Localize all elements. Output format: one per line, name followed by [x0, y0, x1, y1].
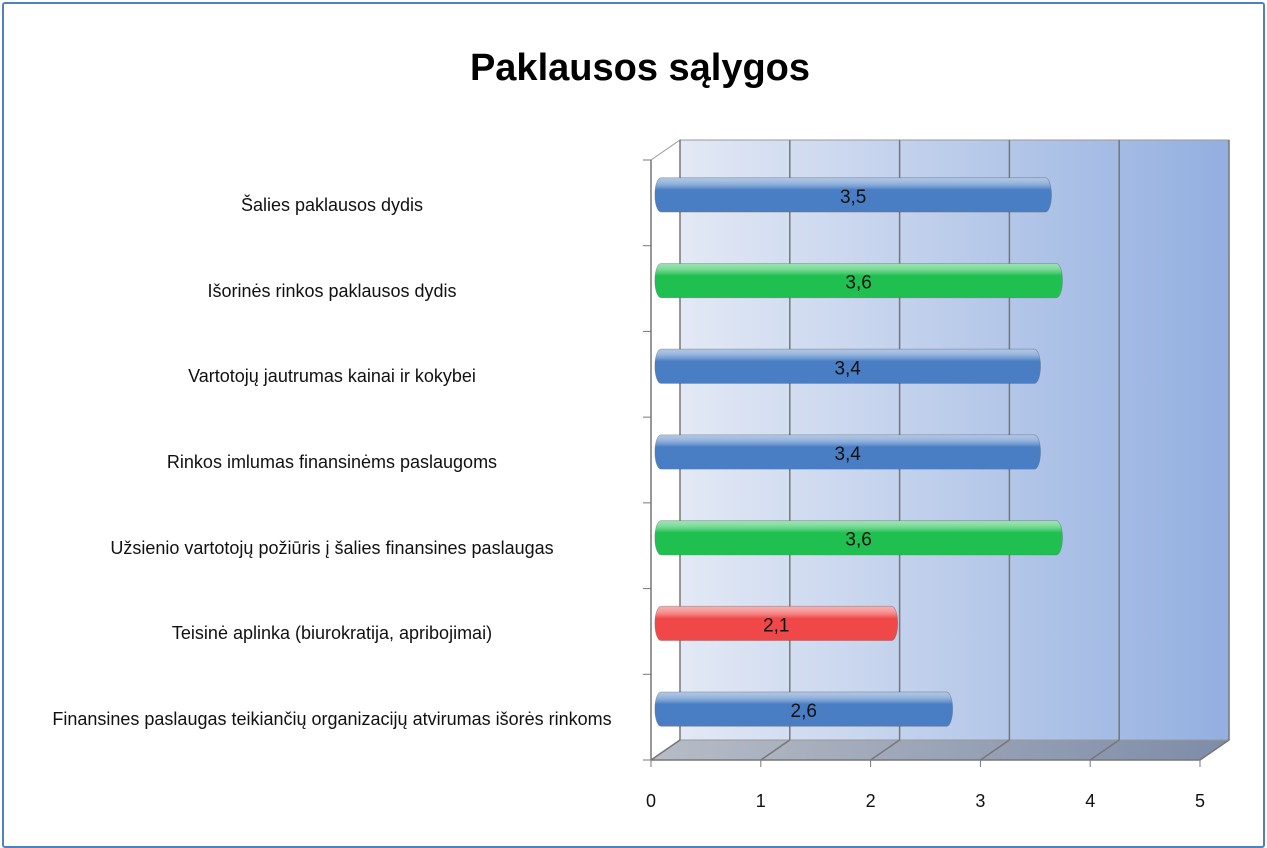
- y-tick-label: Finansines paslaugas teikiančių organiza…: [52, 709, 612, 730]
- value-label: 2,6: [791, 701, 817, 722]
- grid-line: [979, 739, 1010, 761]
- value-label: 3,4: [834, 358, 861, 379]
- x-tick-label: 0: [646, 791, 656, 811]
- grid-line: [650, 739, 681, 761]
- bar-shade: [655, 177, 1052, 212]
- x-tick-label: 3: [975, 791, 985, 811]
- value-label: 2,1: [763, 615, 789, 636]
- bar-shade: [655, 520, 1063, 555]
- grid-line: [1199, 739, 1230, 761]
- value-label: 3,4: [834, 444, 861, 465]
- y-tick-label: Vartotojų jautrumas kainai ir kokybei: [188, 366, 476, 387]
- chart-title: Paklausos sąlygos: [470, 47, 810, 89]
- value-label: 3,6: [845, 530, 871, 551]
- bar-shade: [655, 435, 1041, 469]
- x-tick-label: 1: [756, 791, 766, 811]
- grid-line: [1089, 739, 1120, 761]
- bar-shade: [655, 692, 953, 727]
- bar-shade: [655, 349, 1041, 384]
- y-tick-label: Šalies paklausos dydis: [240, 194, 424, 215]
- grid-line: [870, 739, 901, 761]
- y-tick-label: Rinkos imlumas finansinėms paslaugoms: [166, 452, 498, 472]
- x-tick-label: 4: [1085, 791, 1095, 811]
- x-tick-label: 5: [1195, 791, 1205, 811]
- floor: [649, 739, 1231, 761]
- y-tick-label: Užsienio vartotojų požiūris į šalies fin…: [110, 537, 554, 558]
- y-tick-label: Teisinė aplinka (biurokratija, apribojim…: [171, 623, 493, 644]
- bar-shade: [655, 263, 1063, 298]
- value-label: 3,6: [845, 273, 871, 294]
- y-tick-label: Išorinės rinkos paklausos dydis: [207, 280, 457, 301]
- grid-line: [760, 739, 791, 761]
- value-label: 3,5: [840, 187, 866, 208]
- x-tick-label: 2: [866, 791, 876, 811]
- bar-shade: [655, 606, 898, 641]
